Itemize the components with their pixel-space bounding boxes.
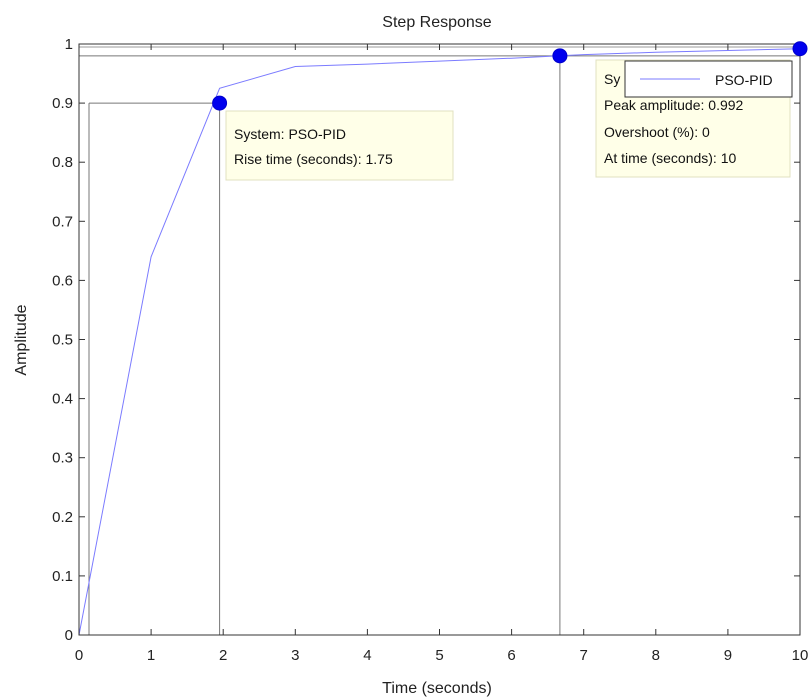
peak-marker[interactable] xyxy=(792,41,808,57)
legend-entry-pso-pid: PSO-PID xyxy=(715,72,773,88)
peak-datatip-line-2: Peak amplitude: 0.992 xyxy=(604,97,744,113)
legend[interactable]: PSO-PID xyxy=(624,60,793,98)
rise-time-datatip-box xyxy=(225,110,454,181)
x-tick-label: 0 xyxy=(75,647,83,664)
reference-lines xyxy=(79,55,800,635)
x-tick-label: 3 xyxy=(291,647,299,664)
x-tick-label: 10 xyxy=(792,647,809,664)
y-tick-label: 1 xyxy=(65,36,73,53)
x-tick-label: 4 xyxy=(363,647,371,664)
x-tick-label: 7 xyxy=(580,647,588,664)
y-tick-label: 0.8 xyxy=(52,154,73,171)
peak-datatip-line-4: At time (seconds): 10 xyxy=(604,150,736,166)
x-tick-label: 2 xyxy=(219,647,227,664)
x-tick-label: 5 xyxy=(435,647,443,664)
settling-marker[interactable] xyxy=(552,48,568,64)
y-tick-label: 0.1 xyxy=(52,568,73,585)
rise-time-datatip-line-1: System: PSO-PID xyxy=(234,126,346,142)
y-tick-label: 0.7 xyxy=(52,213,73,230)
x-tick-label: 1 xyxy=(147,647,155,664)
peak-datatip-line-3: Overshoot (%): 0 xyxy=(604,124,710,140)
y-axis-label: Amplitude xyxy=(13,304,30,375)
x-tick-label: 9 xyxy=(724,647,732,664)
rise-time-datatip-line-2: Rise time (seconds): 1.75 xyxy=(234,151,393,167)
x-tick-label: 6 xyxy=(507,647,515,664)
peak-datatip-line-1: Sy xyxy=(604,71,620,87)
y-tick-label: 0.3 xyxy=(52,450,73,467)
datatip-markers xyxy=(212,41,808,111)
y-tick-label: 0.5 xyxy=(52,332,73,349)
plot-frame xyxy=(78,43,801,636)
axis-ticks: 0 1 2 3 4 5 6 7 8 9 10 0 0.1 0.2 0.3 0.4 0.5 0.6 0.7 0.8 0.9… xyxy=(52,36,808,664)
y-tick-label: 0.9 xyxy=(52,95,73,112)
rise-time-datatip[interactable]: System: PSO-PID Rise time (seconds): 1.7… xyxy=(225,110,454,181)
y-tick-label: 0 xyxy=(65,627,73,644)
x-axis-label: Time (seconds) xyxy=(382,680,492,697)
chart-title: Step Response xyxy=(382,14,492,31)
series-pso-pid-line xyxy=(78,48,801,636)
x-tick-label: 8 xyxy=(652,647,660,664)
y-tick-label: 0.2 xyxy=(52,509,73,526)
y-tick-label: 0.4 xyxy=(52,391,73,408)
y-tick-label: 0.6 xyxy=(52,272,73,289)
rise-time-marker[interactable] xyxy=(212,95,228,111)
